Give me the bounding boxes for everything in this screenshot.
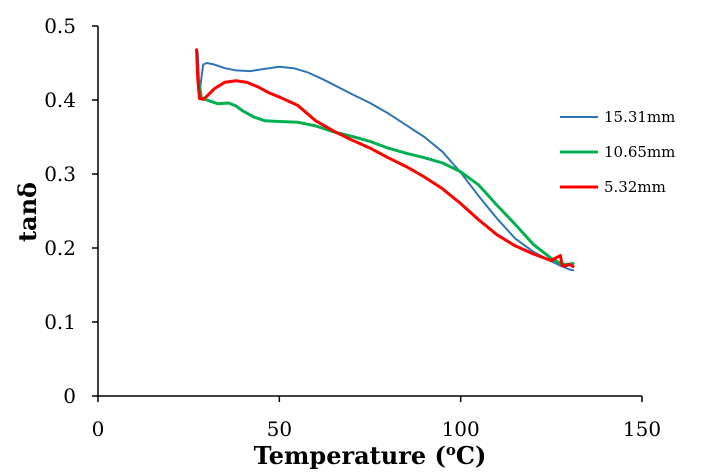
series-line-10.65mm <box>198 83 575 266</box>
plot-lines <box>195 48 575 272</box>
legend-label: 10.65mm <box>604 143 675 161</box>
x-tick-label: 50 <box>267 417 292 441</box>
axes: 0 0.1 0.2 0.3 0.4 0.5 0 50 100 150 <box>44 14 661 441</box>
y-tick-label: 0.5 <box>44 14 76 38</box>
legend-label: 5.32mm <box>604 178 666 196</box>
series-line-5.32mm <box>195 48 575 268</box>
x-axis-title: Temperature (oC) <box>254 441 487 470</box>
legend: 15.31mm 10.65mm 5.32mm <box>560 108 675 196</box>
y-tick-label: 0 <box>63 384 76 408</box>
x-tick-label: 100 <box>442 417 480 441</box>
x-tick-label: 150 <box>623 417 661 441</box>
legend-label: 15.31mm <box>604 108 675 126</box>
y-tick-label: 0.2 <box>44 236 76 260</box>
series-line-15.31mm <box>196 50 575 272</box>
y-tick-label: 0.3 <box>44 162 76 186</box>
y-tick-label: 0.1 <box>44 310 76 334</box>
x-tick-label: 0 <box>92 417 105 441</box>
y-tick-label: 0.4 <box>44 88 76 112</box>
y-axis-title: tanδ <box>13 182 42 242</box>
